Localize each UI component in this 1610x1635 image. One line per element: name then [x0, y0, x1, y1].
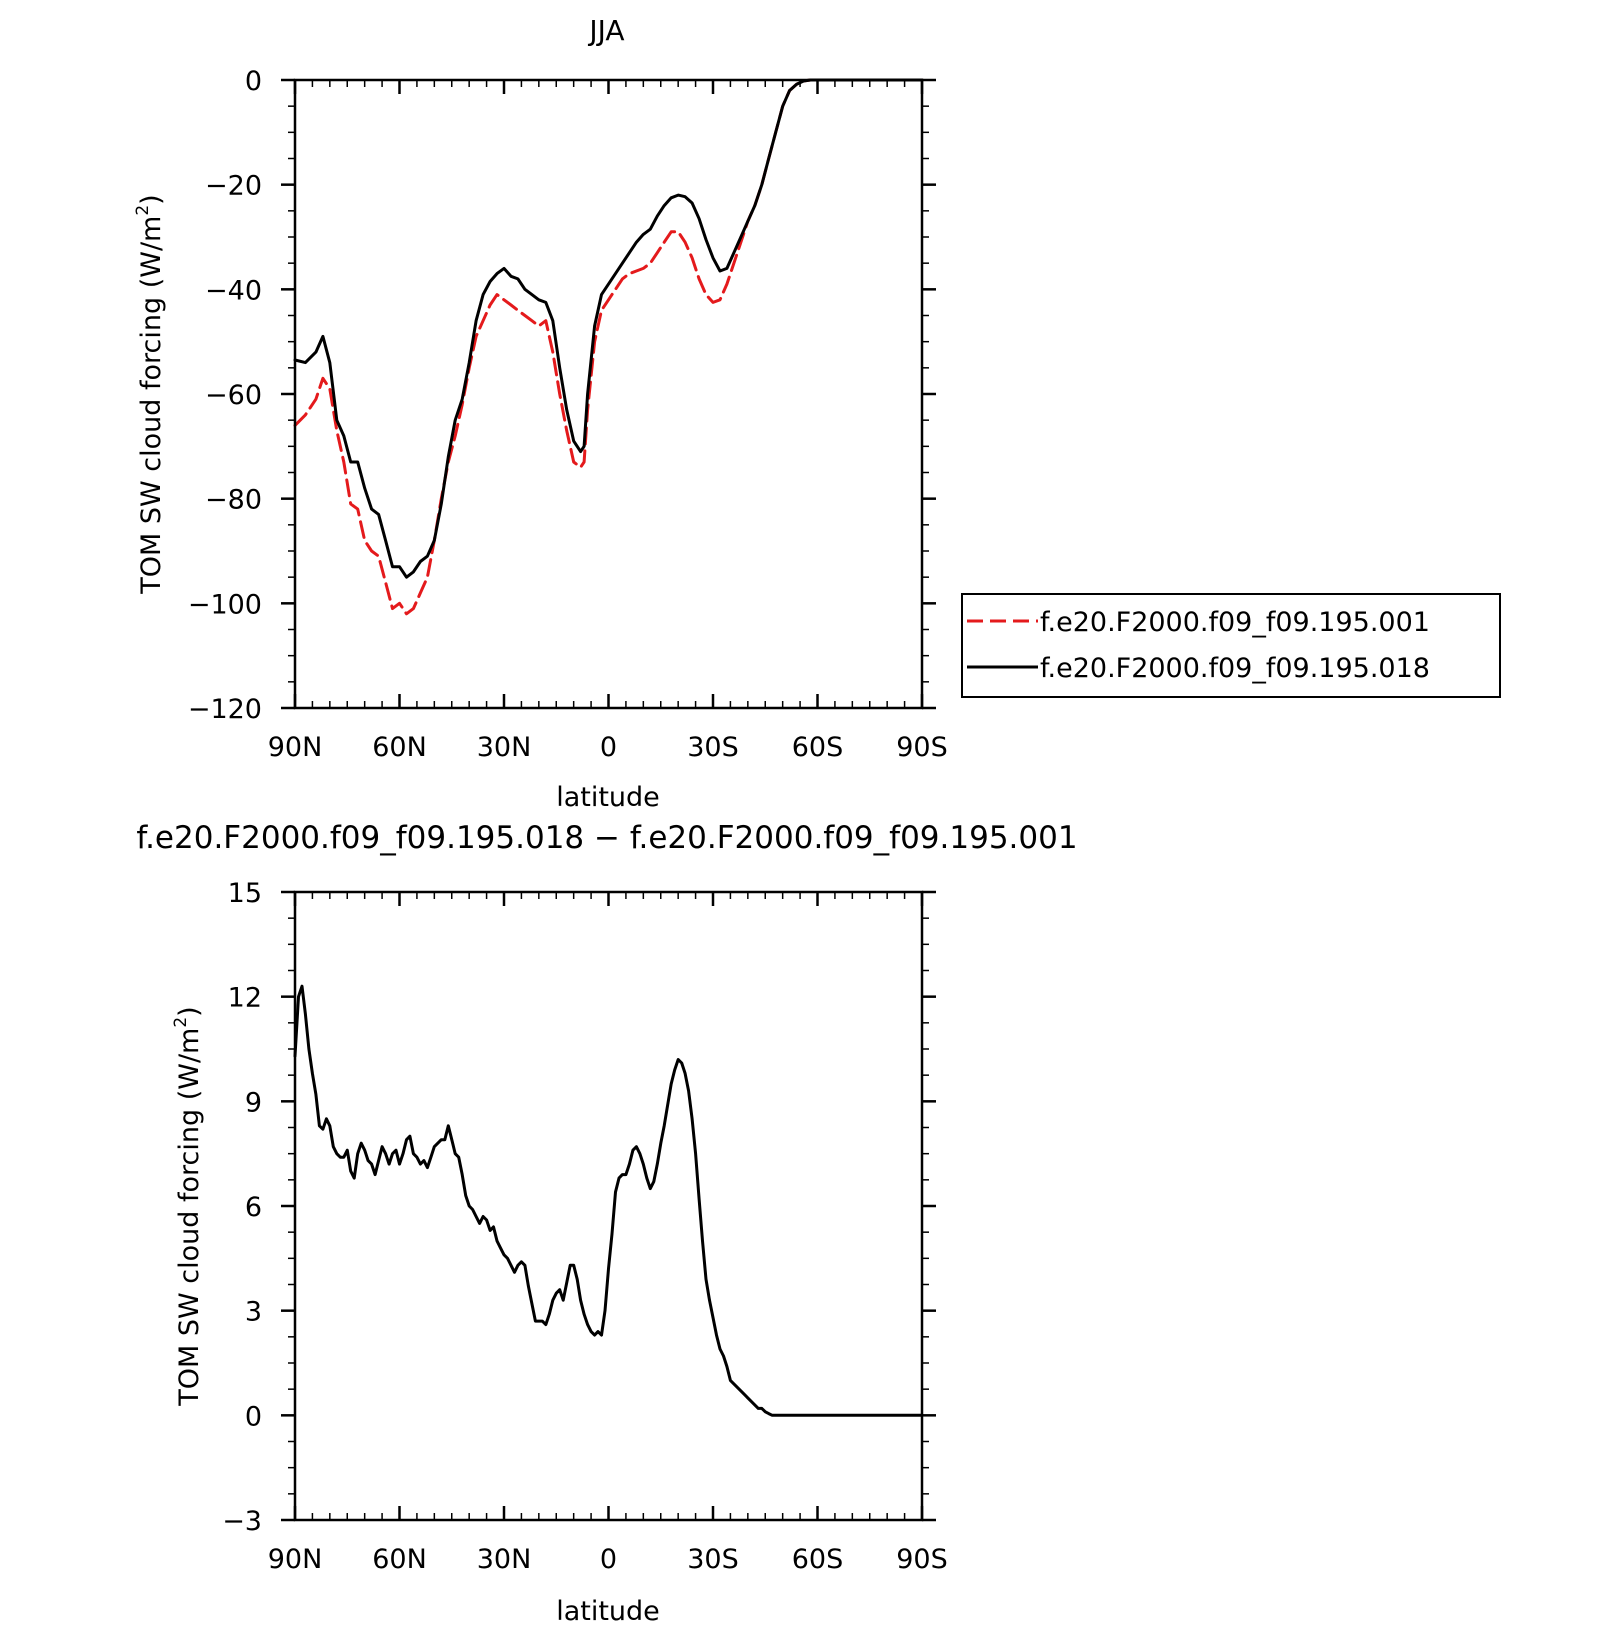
plot-frame: [293, 78, 924, 710]
y-tick-label: −20: [205, 171, 262, 202]
y-axis-label-close: ): [136, 194, 167, 205]
chart-title: f.e20.F2000.f09_f09.195.018 − f.e20.F200…: [136, 820, 1077, 856]
x-tick-label: 60N: [372, 732, 427, 763]
y-axis-label-superscript: 2: [171, 1017, 191, 1028]
y-axis-label-close: ): [174, 1006, 205, 1017]
y-axis-label-text: TOM SW cloud forcing (W/m: [136, 216, 167, 595]
series-line-1: [293, 984, 924, 1417]
x-tick-label: 30S: [687, 1544, 739, 1575]
y-tick-label: −120: [188, 694, 262, 725]
x-tick-label: 30S: [687, 732, 739, 763]
tick-layer: 90N 60N 30N 0 30S 60S 90S 0 −20 −40 −60 −80 −100 −120: [188, 66, 948, 763]
chart-title: JJA: [587, 14, 624, 47]
y-tick-label: −60: [205, 380, 262, 411]
y-tick-label: 12: [228, 983, 262, 1014]
y-tick-label: 0: [245, 66, 262, 97]
y-tick-label: −3: [222, 1506, 262, 1537]
x-tick-label: 0: [600, 732, 617, 763]
legend-label-series-2: f.e20.F2000.f09_f09.195.018: [1040, 653, 1430, 684]
series-line-2: [293, 78, 924, 579]
y-tick-label: −100: [188, 589, 262, 620]
series-layer: [293, 78, 924, 616]
y-tick-label: 9: [245, 1087, 262, 1118]
x-axis-label: latitude: [556, 1596, 660, 1627]
y-tick-label: −40: [205, 275, 262, 306]
x-axis-label: latitude: [556, 782, 660, 813]
x-tick-label: 0: [600, 1544, 617, 1575]
y-tick-label: −80: [205, 485, 262, 516]
x-tick-label: 60N: [372, 1544, 427, 1575]
chart-difference: f.e20.F2000.f09_f09.195.018 − f.e20.F200…: [136, 820, 1077, 1627]
series-layer: [293, 984, 924, 1417]
plot-frame: [293, 890, 924, 1522]
y-axis-label: TOM SW cloud forcing (W/m2): [171, 1006, 205, 1406]
tick-layer: 90N 60N 30N 0 30S 60S 90S 15 12 9 6 3 0 −3: [222, 878, 948, 1575]
x-tick-label: 60S: [792, 732, 844, 763]
x-tick-label: 90N: [268, 1544, 323, 1575]
y-tick-label: 15: [228, 878, 262, 909]
x-tick-label: 90S: [896, 1544, 948, 1575]
x-tick-label: 30N: [477, 732, 532, 763]
y-tick-label: 3: [245, 1297, 262, 1328]
legend-box: [961, 593, 1501, 698]
x-tick-label: 60S: [792, 1544, 844, 1575]
y-axis-label-text: TOM SW cloud forcing (W/m: [174, 1028, 205, 1407]
y-tick-label: 6: [245, 1192, 262, 1223]
series-line-1: [293, 78, 924, 616]
legend-label-series-1: f.e20.F2000.f09_f09.195.001: [1040, 607, 1430, 638]
y-axis-label-superscript: 2: [133, 205, 153, 216]
x-tick-label: 90N: [268, 732, 323, 763]
y-tick-label: 0: [245, 1401, 262, 1432]
x-tick-label: 30N: [477, 1544, 532, 1575]
x-tick-label: 90S: [896, 732, 948, 763]
chart-jja: JJA 90N 60N 30N 0 30S 60S 90S 0 −20 −40 −60 −80 −100…: [133, 14, 1501, 813]
y-axis-label: TOM SW cloud forcing (W/m2): [133, 194, 167, 594]
legend: f.e20.F2000.f09_f09.195.001 f.e20.F2000.…: [961, 593, 1501, 698]
